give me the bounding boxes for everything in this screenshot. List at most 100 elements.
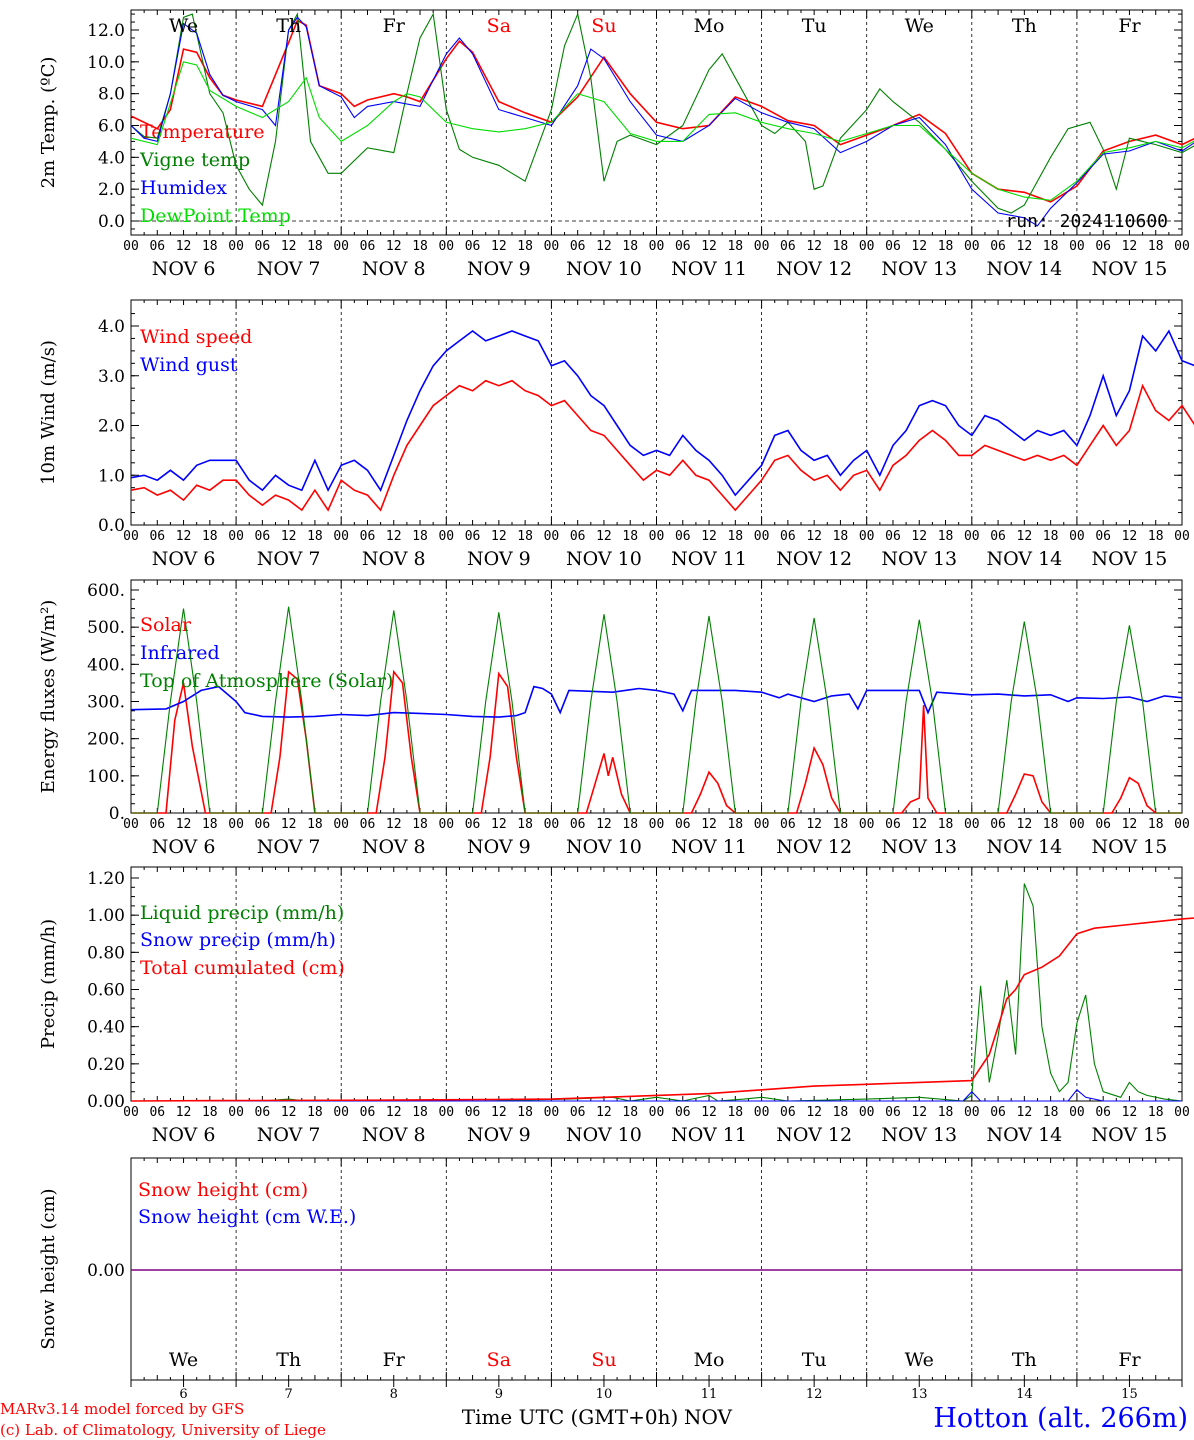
y-tick-label: 2.0: [98, 417, 125, 437]
hour-label: 06: [990, 239, 1006, 254]
hour-label: 00: [228, 1105, 244, 1120]
y-tick-label: 0.80: [87, 943, 125, 963]
hour-label: 00: [1069, 529, 1085, 544]
hour-label: 00: [123, 1105, 139, 1120]
y-tick-label: 500.: [87, 618, 125, 638]
date-label: NOV 10: [566, 836, 642, 858]
hour-label: 18: [833, 817, 849, 832]
day-of-week-label: Sa: [487, 15, 511, 37]
hour-label: 18: [833, 1105, 849, 1120]
hour-label: 18: [1043, 529, 1059, 544]
hour-label: 00: [333, 817, 349, 832]
hour-label: 06: [990, 1105, 1006, 1120]
time-axis-month: NOV: [684, 1405, 733, 1429]
bottom-day-number: 11: [701, 1387, 718, 1402]
hour-label: 06: [255, 817, 271, 832]
date-label: NOV 15: [1092, 258, 1168, 280]
y-axis-title: 2m Temp. (ºC): [38, 57, 59, 189]
hour-label: 18: [938, 239, 954, 254]
date-label: NOV 13: [881, 548, 957, 570]
panel-wind: 0.0 1.0 2.0 3.0 4.0 10m Wind (m/s) Wind speed W…: [38, 299, 1194, 570]
y-tick-label: 1.0: [98, 466, 125, 486]
day-of-week-label: Su: [591, 15, 616, 37]
hour-label: 00: [1174, 1105, 1190, 1120]
hour-label: 12: [1017, 529, 1033, 544]
hour-label: 06: [675, 239, 691, 254]
hour-label: 06: [675, 529, 691, 544]
legend-entry: Humidex: [140, 177, 227, 199]
series-line-vigne-temp: [130, 12, 1194, 214]
day-of-week-label: We: [905, 15, 934, 37]
legend-entry: Top of Atmosphere (Solar): [140, 670, 393, 692]
y-tick-label: 0.0: [98, 516, 125, 536]
hour-label: 12: [911, 239, 927, 254]
hour-label: 00: [649, 239, 665, 254]
hour-label: 12: [1017, 817, 1033, 832]
y-tick-label: 300.: [87, 693, 125, 713]
hour-label: 06: [675, 1105, 691, 1120]
hour-label: 06: [1095, 817, 1111, 832]
run-label: run: 2024110600: [1005, 211, 1168, 232]
legend-entry: Liquid precip (mm/h): [140, 902, 344, 924]
hour-label: 00: [859, 239, 875, 254]
bottom-day-of-week-label: We: [905, 1349, 934, 1371]
hour-label: 12: [176, 817, 192, 832]
hour-label: 12: [806, 817, 822, 832]
bottom-day-of-week-label: Sa: [487, 1349, 511, 1371]
series-line-top-of-atmosphere-solar-: [131, 606, 1182, 814]
date-label: NOV 6: [152, 836, 216, 858]
hour-label: 18: [727, 239, 743, 254]
series-line-humidex: [130, 16, 1194, 227]
y-tick-label: 0.20: [87, 1055, 125, 1075]
hour-label: 12: [176, 239, 192, 254]
hour-label: 00: [754, 1105, 770, 1120]
hour-label: 00: [438, 1105, 454, 1120]
hour-label: 06: [360, 239, 376, 254]
hour-label: 18: [412, 239, 428, 254]
hour-label: 06: [149, 239, 165, 254]
y-tick-label: 8.0: [98, 85, 125, 105]
hour-label: 12: [281, 239, 297, 254]
date-label: NOV 10: [566, 548, 642, 570]
date-label: NOV 11: [671, 836, 747, 858]
date-label: NOV 6: [152, 1124, 216, 1146]
y-axis-title: Precip (mm/h): [38, 919, 59, 1049]
date-label: NOV 14: [986, 836, 1062, 858]
hour-label: 06: [885, 529, 901, 544]
hour-label: 12: [281, 1105, 297, 1120]
hour-label: 06: [255, 1105, 271, 1120]
hour-label: 06: [465, 1105, 481, 1120]
hour-label: 18: [1043, 817, 1059, 832]
bottom-day-number: 10: [596, 1387, 613, 1402]
hour-label: 18: [307, 239, 323, 254]
hour-label: 06: [570, 239, 586, 254]
hour-label: 00: [964, 239, 980, 254]
hour-label: 12: [1122, 239, 1138, 254]
hour-label: 00: [649, 529, 665, 544]
hour-label: 06: [360, 529, 376, 544]
hour-label: 00: [544, 529, 560, 544]
hour-label: 18: [307, 817, 323, 832]
hour-label: 18: [202, 239, 218, 254]
time-axis-label: Time UTC (GMT+0h): [462, 1405, 679, 1429]
hour-label: 00: [438, 817, 454, 832]
hour-label: 12: [596, 239, 612, 254]
hour-label: 12: [386, 817, 402, 832]
hour-label: 18: [1148, 239, 1164, 254]
hour-label: 00: [544, 817, 560, 832]
y-tick-label: 2.0: [98, 180, 125, 200]
y-tick-label: 0.0: [98, 212, 125, 232]
hour-label: 06: [465, 239, 481, 254]
plot-area: 0.0 2.0 4.0 6.0 8.0 10.0 12.0 2m Temp. (ºC) Temp…: [38, 9, 1194, 1381]
hour-label: 00: [964, 529, 980, 544]
y-tick-label: 0.00: [87, 1092, 125, 1112]
hour-label: 00: [438, 239, 454, 254]
date-label: NOV 12: [776, 258, 852, 280]
hour-label: 12: [1122, 529, 1138, 544]
hour-label: 00: [649, 1105, 665, 1120]
hour-label: 12: [596, 1105, 612, 1120]
hour-label: 12: [701, 1105, 717, 1120]
date-label: NOV 10: [566, 258, 642, 280]
footer-model: MARv3.14 model forced by GFS: [0, 1400, 244, 1418]
